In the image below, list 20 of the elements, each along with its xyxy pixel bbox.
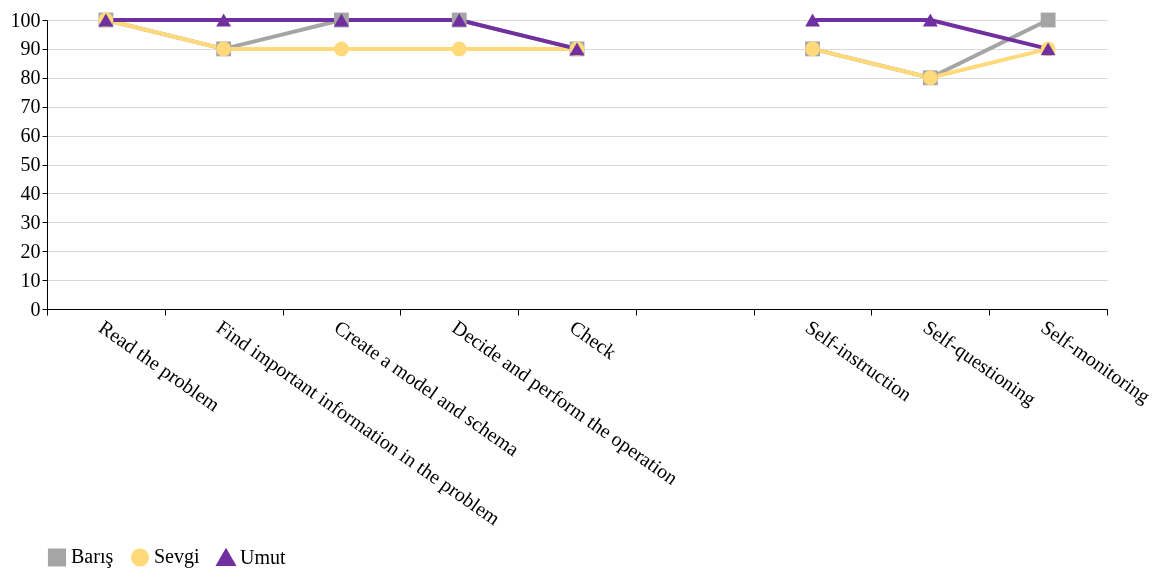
point bbox=[216, 13, 232, 27]
point bbox=[1040, 12, 1056, 28]
y-tick-label: 80 bbox=[20, 66, 41, 89]
legend-label: Barış bbox=[71, 545, 114, 569]
y-tick-label: 50 bbox=[20, 153, 41, 175]
legend-label: Umut bbox=[240, 545, 286, 568]
y-tick-label: 70 bbox=[20, 95, 41, 118]
y-tick-label: 0 bbox=[30, 297, 41, 320]
point bbox=[805, 13, 820, 27]
legend-label: Sevgi bbox=[154, 545, 200, 569]
y-tick-label: 30 bbox=[20, 210, 41, 233]
y-tick-label: 100 bbox=[10, 8, 41, 31]
point bbox=[922, 13, 938, 27]
y-tick-label: 40 bbox=[20, 181, 41, 204]
y-tick-label: 90 bbox=[20, 37, 41, 60]
y-tick-label: 20 bbox=[20, 239, 41, 262]
y-tick-label: 10 bbox=[20, 268, 41, 291]
point bbox=[334, 41, 349, 57]
y-tick-label: 60 bbox=[20, 124, 41, 147]
point bbox=[451, 41, 467, 57]
